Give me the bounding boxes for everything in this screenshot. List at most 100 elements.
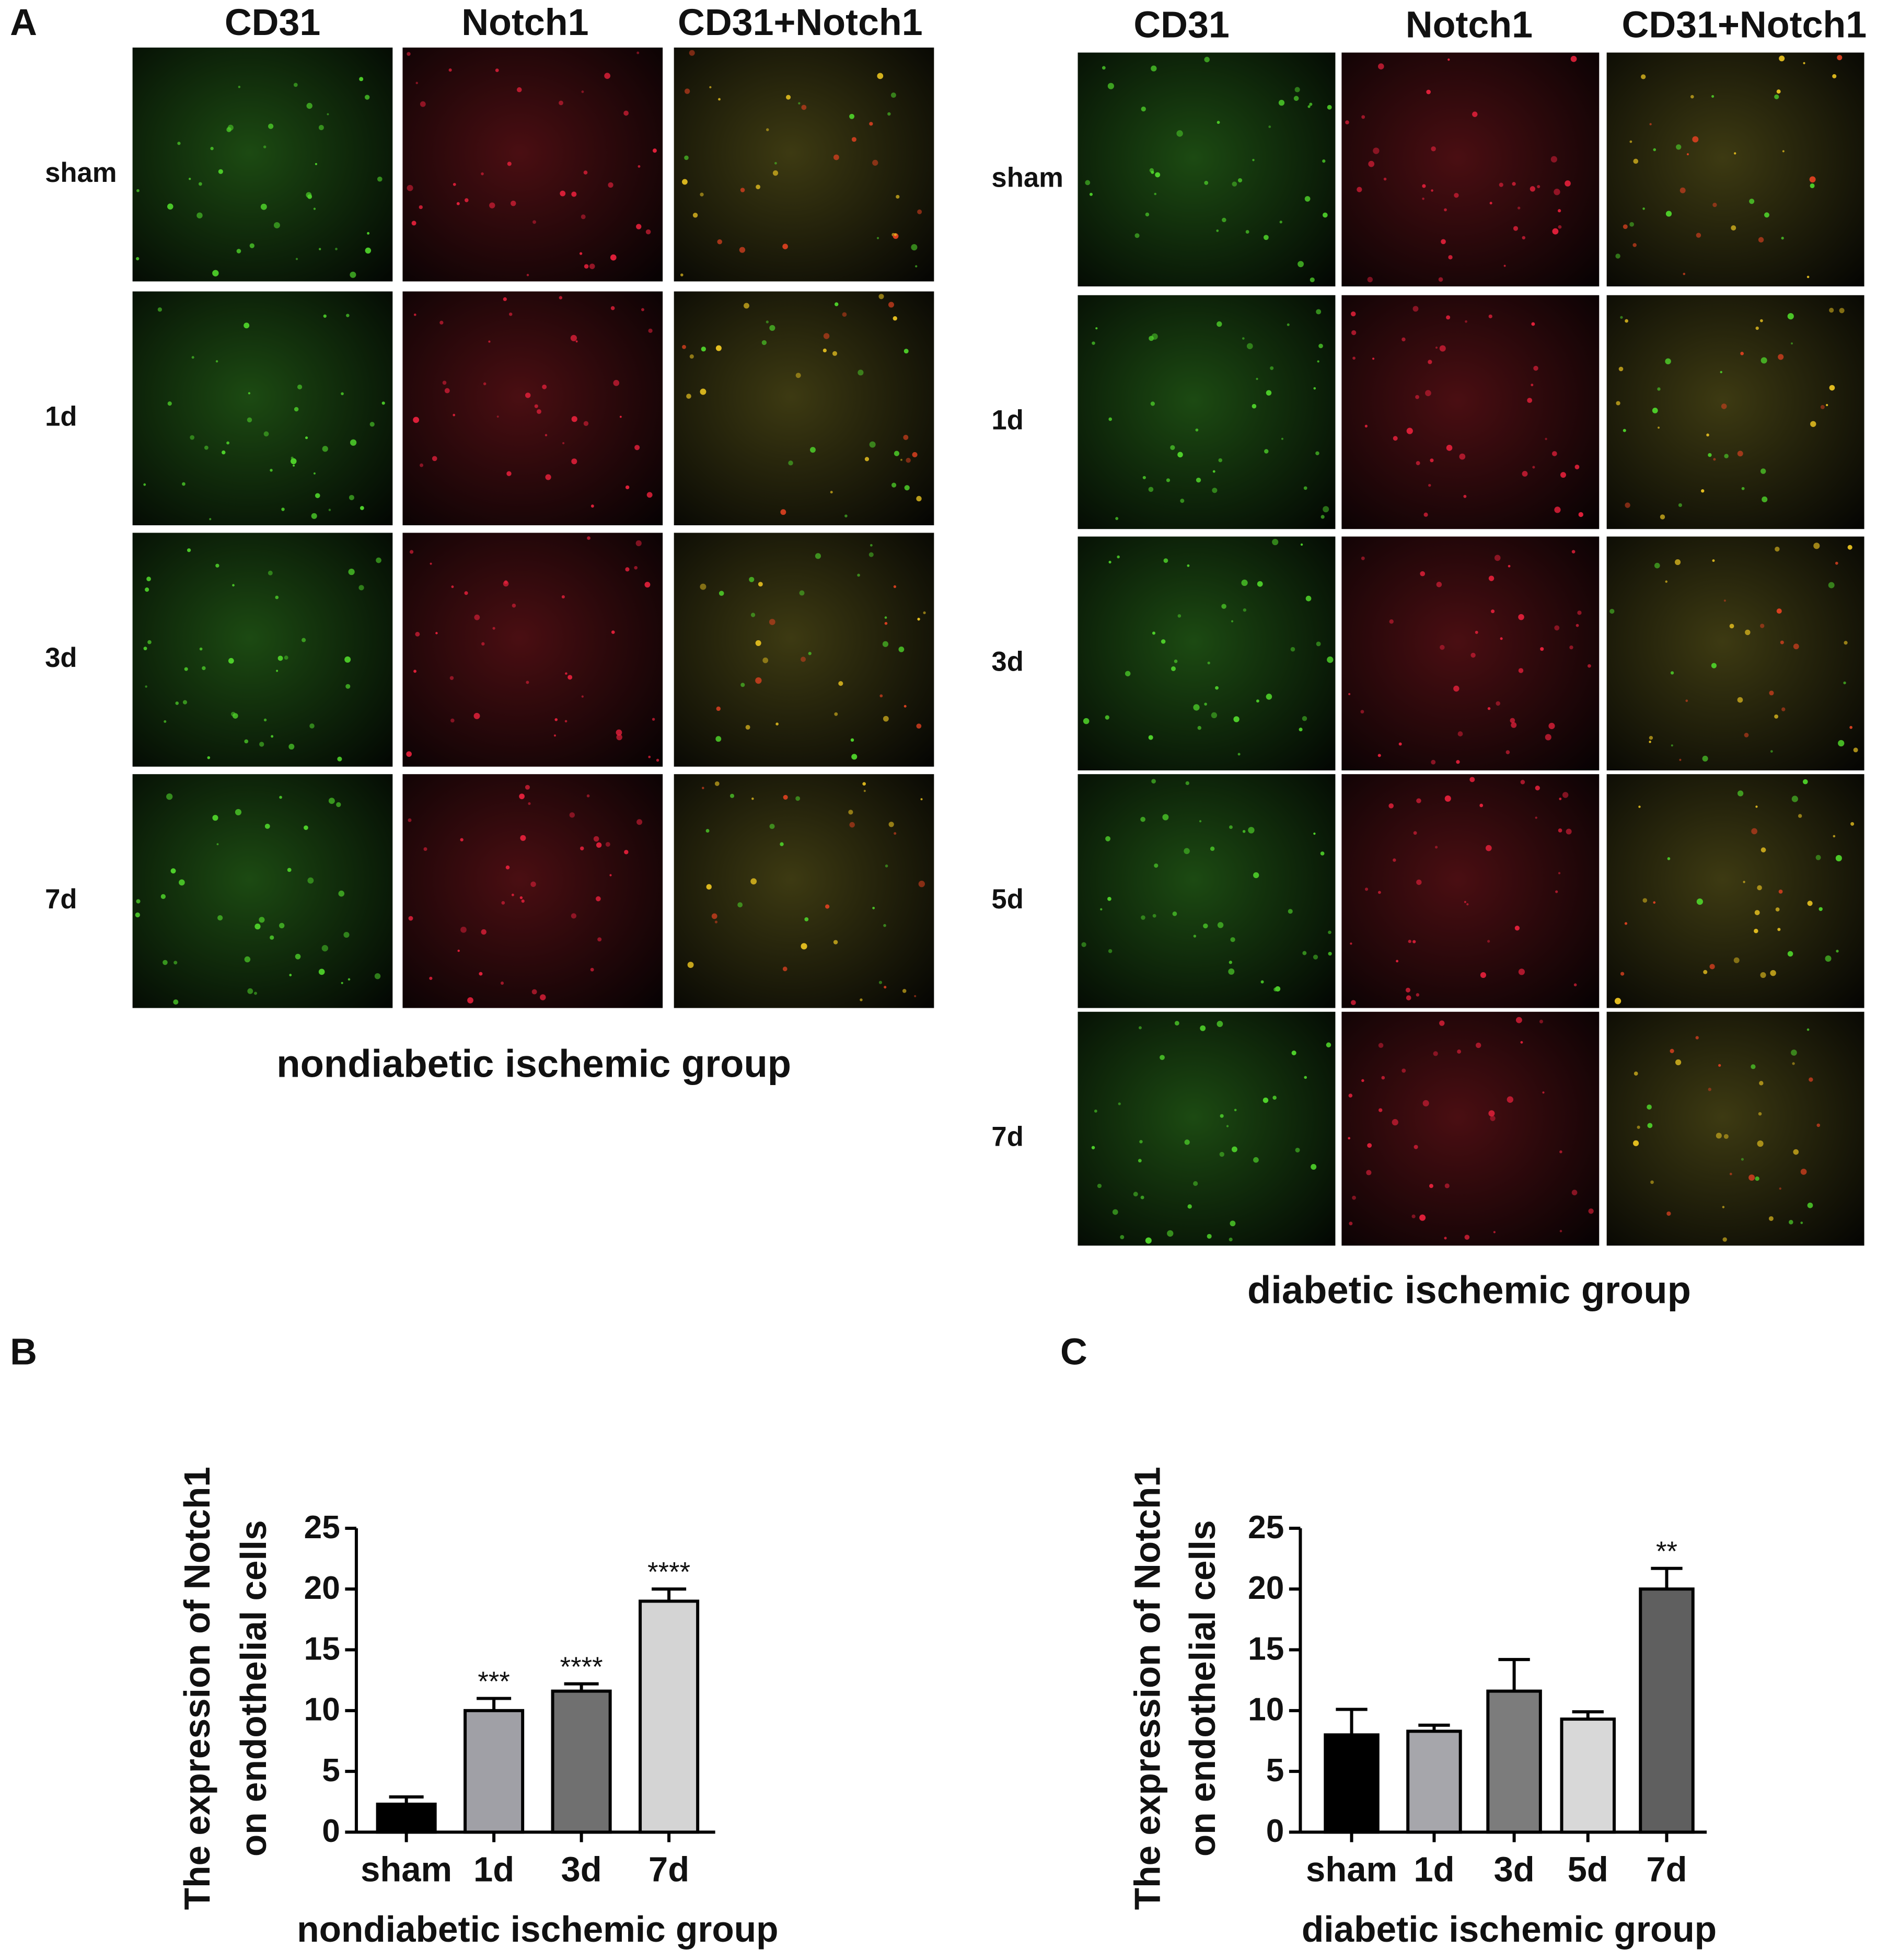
row-label: 1d <box>991 405 1023 436</box>
micrograph-speck <box>453 182 456 186</box>
micrograph-speck <box>844 514 848 517</box>
micrograph-speck <box>872 906 875 909</box>
micrograph-speck <box>1405 987 1410 993</box>
micrograph-speck <box>1703 970 1708 974</box>
micrograph-speck <box>260 203 267 210</box>
micrograph-speck <box>1378 1043 1384 1048</box>
micrograph-speck <box>204 445 209 450</box>
significance-label: *** <box>478 1666 509 1697</box>
micrograph-speck <box>1327 105 1332 110</box>
micrograph-speck <box>1163 558 1168 563</box>
micrograph-speck <box>1207 1233 1212 1239</box>
micrograph-speck <box>146 577 151 581</box>
micrograph-speck <box>1650 1180 1654 1184</box>
micrograph-speck <box>706 884 712 890</box>
micrograph-speck <box>562 442 565 444</box>
micrograph-speck <box>560 190 566 197</box>
micrograph-speck <box>1760 972 1766 978</box>
micrograph-speck <box>1377 891 1381 894</box>
micrograph-speck <box>1520 780 1525 785</box>
micrograph-speck <box>182 700 188 705</box>
micrograph-speck <box>1184 1139 1190 1145</box>
micrograph-speck <box>1112 1209 1118 1215</box>
micrograph <box>132 291 393 526</box>
micrograph-speck <box>815 553 821 559</box>
micrograph-speck <box>1738 790 1744 797</box>
micrograph-speck <box>430 562 432 565</box>
micrograph-speck <box>1490 1115 1496 1121</box>
micrograph-speck <box>1464 901 1466 903</box>
micrograph-speck <box>1408 940 1411 943</box>
micrograph-speck <box>863 790 866 792</box>
micrograph-speck <box>244 322 250 329</box>
micrograph-speck <box>570 335 577 341</box>
micrograph-speck <box>1207 661 1210 665</box>
micrograph-speck <box>136 257 140 261</box>
micrograph-speck <box>769 824 775 829</box>
micrograph <box>1078 774 1336 1008</box>
micrograph-speck <box>1757 1140 1764 1147</box>
micrograph-speck <box>554 718 558 721</box>
micrograph-speck <box>408 818 412 822</box>
micrograph-speck <box>1221 604 1226 609</box>
micrograph-speck <box>1755 326 1759 330</box>
micrograph-speck <box>1360 710 1364 714</box>
micrograph-speck <box>1708 453 1712 457</box>
micrograph-speck <box>435 632 438 635</box>
micrograph-speck <box>413 670 417 673</box>
micrograph-speck <box>1729 1172 1732 1175</box>
micrograph-speck <box>407 52 411 56</box>
micrograph-speck <box>766 128 769 131</box>
micrograph-speck <box>571 913 577 919</box>
y-tick-label: 20 <box>304 1570 340 1606</box>
bar <box>639 1599 700 1834</box>
micrograph-speck <box>1718 1064 1721 1067</box>
micrograph-speck <box>1187 564 1190 567</box>
micrograph-speck <box>503 297 507 302</box>
micrograph-speck <box>295 258 298 260</box>
micrograph-speck <box>1825 955 1832 962</box>
micrograph-speck <box>526 273 529 276</box>
micrograph-speck <box>1193 1181 1198 1186</box>
micrograph-speck <box>1291 1051 1296 1056</box>
micrograph-speck <box>1216 229 1219 232</box>
micrograph-speck <box>1242 830 1246 833</box>
micrograph-speck <box>1152 631 1156 635</box>
micrograph-speck <box>896 194 900 199</box>
micrograph-speck <box>1125 671 1131 677</box>
micrograph-speck <box>701 347 706 352</box>
micrograph-speck <box>1294 87 1300 93</box>
micrograph-speck <box>170 868 176 874</box>
x-tick-label: sham <box>361 1850 452 1889</box>
micrograph-speck <box>191 356 194 359</box>
micrograph-speck <box>1683 272 1686 275</box>
bar <box>1324 1733 1380 1834</box>
micrograph-speck <box>561 595 565 599</box>
y-axis-label: on endothelial cells <box>1182 1520 1223 1857</box>
micrograph-speck <box>590 967 594 972</box>
micrograph-speck <box>1322 212 1328 218</box>
micrograph-speck <box>1154 192 1157 195</box>
micrograph-speck <box>903 434 909 440</box>
micrograph-speck <box>531 989 537 995</box>
micrograph-speck <box>1554 625 1560 631</box>
micrograph-speck <box>700 388 706 395</box>
micrograph-speck <box>1320 851 1325 856</box>
micrograph-speck <box>473 712 480 719</box>
micrograph-speck <box>1217 922 1224 928</box>
micrograph-speck <box>918 881 925 887</box>
micrograph <box>1606 52 1864 287</box>
micrograph-speck <box>1252 403 1257 409</box>
micrograph-speck <box>1351 330 1357 336</box>
micrograph-speck <box>481 929 487 935</box>
micrograph-speck <box>1204 56 1210 63</box>
micrograph-speck <box>1514 926 1520 931</box>
micrograph-speck <box>580 846 584 850</box>
micrograph-speck <box>1260 980 1264 984</box>
row-label: sham <box>991 162 1063 193</box>
micrograph-speck <box>1327 656 1334 663</box>
row-label: 5d <box>991 884 1023 915</box>
micrograph-speck <box>1716 1133 1722 1139</box>
micrograph-speck <box>1749 199 1755 204</box>
